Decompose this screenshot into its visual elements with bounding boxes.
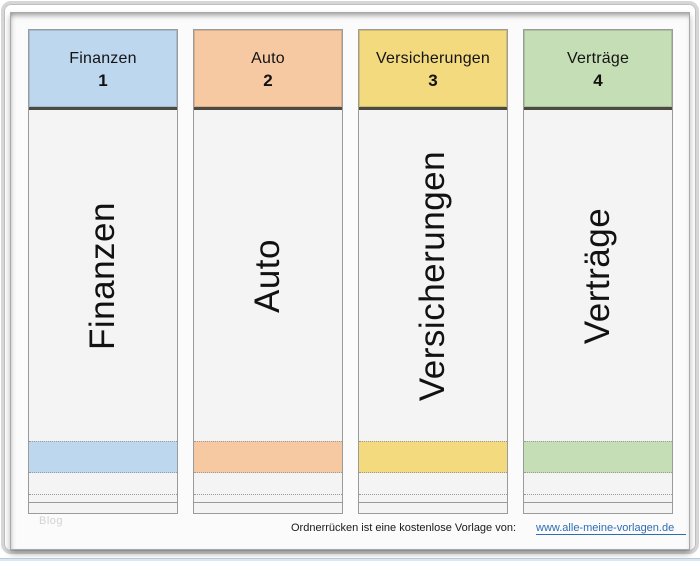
label-color-stripe	[359, 441, 507, 473]
label-blank-row	[194, 495, 342, 503]
label-blank-row	[524, 503, 672, 513]
label-blank-row	[29, 495, 177, 503]
label-blank-row	[359, 473, 507, 495]
label-number: 3	[428, 71, 438, 90]
label-name: Finanzen	[69, 50, 137, 67]
document-page: Finanzen 1 Finanzen Auto 2 Auto	[10, 12, 690, 550]
label-number: 2	[263, 71, 273, 90]
label-body: Verträge	[524, 110, 672, 441]
label-name: Auto	[251, 50, 285, 67]
label-blank-row	[359, 503, 507, 513]
label-blank-row	[359, 495, 507, 503]
footer: Ordnerrücken ist eine kostenlose Vorlage…	[291, 522, 687, 535]
label-blank-row	[524, 495, 672, 503]
label-color-stripe	[194, 441, 342, 473]
folder-spine-label-vertraege: Verträge 4 Verträge	[523, 29, 673, 514]
folder-spine-label-versicherungen: Versicherungen 3 Versicherungen	[358, 29, 508, 514]
label-blank-row	[29, 473, 177, 495]
label-color-stripe	[524, 441, 672, 473]
footer-caption: Ordnerrücken ist eine kostenlose Vorlage…	[291, 522, 517, 534]
folder-spine-label-auto: Auto 2 Auto	[193, 29, 343, 514]
label-name: Versicherungen	[376, 50, 490, 67]
label-color-stripe	[29, 441, 177, 473]
folder-spine-label-finanzen: Finanzen 1 Finanzen	[28, 29, 178, 514]
label-blank-row	[524, 473, 672, 495]
label-header: Versicherungen 3	[359, 30, 507, 110]
label-header: Finanzen 1	[29, 30, 177, 110]
label-vertical-title: Auto	[248, 238, 287, 313]
label-vertical-title: Versicherungen	[413, 150, 453, 401]
label-body: Finanzen	[29, 110, 177, 441]
label-blank-row	[29, 503, 177, 513]
label-name: Verträge	[566, 50, 630, 67]
label-vertical-title: Finanzen	[82, 201, 122, 350]
watermark-text: Blog	[39, 515, 64, 527]
label-header: Verträge 4	[524, 30, 672, 110]
labels-row: Finanzen 1 Finanzen Auto 2 Auto	[28, 29, 673, 514]
label-blank-row	[194, 503, 342, 513]
footer-link[interactable]: www.alle-meine-vorlagen.de	[536, 522, 687, 535]
label-number: 4	[593, 71, 603, 90]
label-number: 1	[98, 71, 108, 90]
label-blank-row	[194, 473, 342, 495]
bottom-divider-line	[0, 558, 700, 561]
label-header: Auto 2	[194, 30, 342, 110]
label-vertical-title: Verträge	[578, 207, 617, 344]
label-body: Versicherungen	[359, 110, 507, 441]
label-body: Auto	[194, 110, 342, 441]
